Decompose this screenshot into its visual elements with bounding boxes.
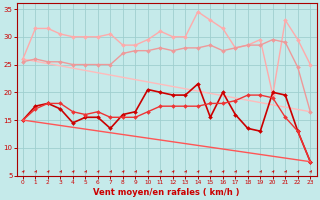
X-axis label: Vent moyen/en rafales ( km/h ): Vent moyen/en rafales ( km/h ) [93, 188, 240, 197]
